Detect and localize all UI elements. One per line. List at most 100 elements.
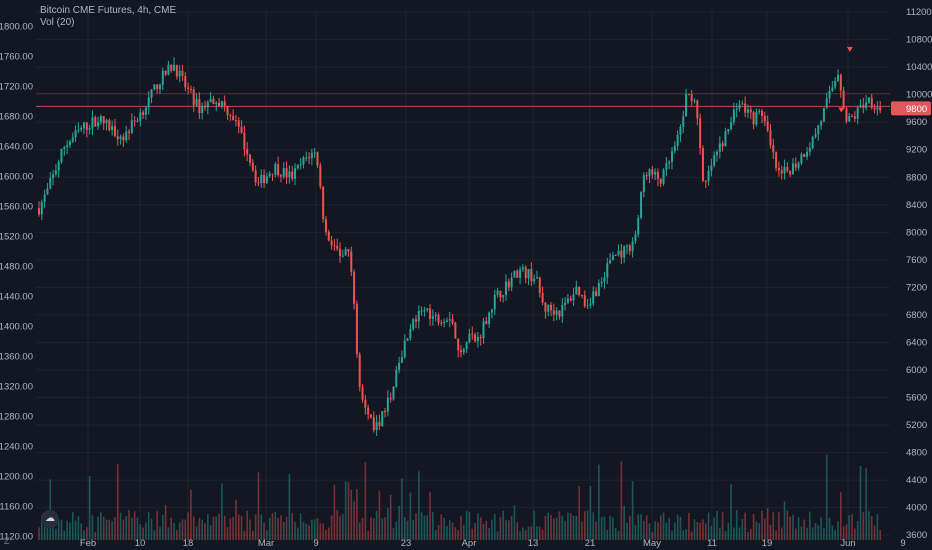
candle-body: [558, 310, 561, 317]
candle-body: [330, 240, 333, 246]
volume-bar: [437, 525, 440, 540]
candle-body: [288, 171, 291, 178]
candle-body: [648, 169, 651, 177]
volume-bar: [693, 519, 696, 540]
right-axis-tick: 5200: [906, 420, 927, 431]
candle-body: [530, 269, 533, 282]
right-axis-tick: 11200: [906, 7, 932, 18]
candle-body: [513, 270, 516, 278]
candle-body: [775, 152, 778, 168]
volume-bar: [870, 516, 873, 540]
candle-body: [825, 98, 828, 108]
volume-bar: [648, 523, 651, 540]
volume-bar: [418, 471, 420, 540]
candle-body: [77, 129, 80, 131]
candle-body: [184, 75, 187, 88]
volume-bar: [609, 515, 611, 540]
volume-bar: [631, 481, 634, 540]
current-price-tag: [891, 101, 931, 116]
volume-bar: [555, 517, 558, 540]
volume-bar: [43, 526, 46, 540]
volume-bar: [516, 522, 519, 540]
volume-bar: [347, 482, 350, 540]
candle-body: [701, 148, 704, 181]
left-axis-tick: 1680.00: [0, 111, 33, 122]
candle-body: [291, 171, 294, 179]
volume-bar: [192, 516, 195, 540]
candle-body: [645, 175, 648, 177]
x-axis-tick: 19: [762, 538, 773, 549]
cloud-icon[interactable]: ☁: [41, 510, 59, 528]
volume-bar: [364, 462, 367, 540]
candle-body: [831, 87, 834, 91]
candle-body: [755, 111, 758, 125]
horizontal-line[interactable]: [36, 93, 890, 107]
candle-body: [71, 137, 74, 142]
volume-bar: [842, 526, 845, 540]
candle-body: [685, 93, 688, 117]
candle-body: [541, 293, 544, 303]
volume-bar: [448, 519, 451, 540]
candle-body: [83, 122, 86, 128]
volume-bar: [800, 526, 803, 540]
candle-body: [859, 105, 862, 108]
volume-bar: [716, 510, 718, 540]
volume-bar: [195, 526, 198, 540]
candle-body: [519, 269, 522, 278]
candle-body: [609, 260, 612, 264]
volume-bar: [651, 531, 654, 540]
candle-body: [555, 310, 558, 315]
candle-body: [378, 422, 381, 427]
volume-bar: [116, 464, 119, 540]
candle-body: [68, 141, 71, 146]
candle-body: [187, 87, 190, 89]
candle-body: [88, 128, 91, 130]
candle-body: [139, 112, 142, 121]
volume-bar: [873, 525, 876, 540]
candle-body: [198, 99, 201, 114]
candle-body: [631, 241, 634, 252]
volume-bar: [440, 514, 443, 540]
candle-body: [322, 186, 325, 220]
candle-body: [133, 120, 136, 122]
volume-bar: [676, 514, 679, 540]
candle-body: [620, 250, 623, 258]
candle-body: [797, 163, 800, 168]
volume-bar: [623, 505, 625, 540]
candle-body: [246, 149, 249, 155]
right-axis-tick: 6800: [906, 310, 927, 321]
candle-body: [848, 116, 851, 122]
right-axis-tick: 4800: [906, 448, 927, 459]
left-axis-tick: 1440.00: [0, 291, 33, 302]
volume-bar: [721, 511, 724, 540]
candle-body: [313, 152, 316, 154]
volume-bar: [524, 530, 527, 540]
volume-bar: [727, 522, 730, 540]
volume-bar: [586, 510, 589, 540]
volume-bar: [634, 525, 637, 540]
candle-body: [623, 246, 626, 258]
candle-body: [505, 281, 508, 296]
candle-body: [240, 126, 243, 133]
candle-body: [125, 131, 128, 141]
volume-bar: [229, 518, 232, 540]
volume-bar: [432, 511, 434, 540]
candle-body: [566, 298, 569, 303]
volume-bar: [361, 518, 364, 540]
x-axis-tick: 11: [707, 538, 717, 549]
candle-body: [63, 147, 66, 149]
candle-body: [279, 175, 282, 177]
candle-body: [440, 322, 443, 324]
volume-bar: [207, 513, 209, 540]
volume-bar: [637, 514, 640, 540]
zoom-label[interactable]: Z: [4, 536, 10, 546]
volume-bar: [840, 492, 842, 540]
volume-bar: [209, 525, 212, 540]
candle-body: [752, 112, 755, 125]
candle-body: [271, 173, 274, 175]
candle-body: [57, 161, 60, 171]
candle-body: [634, 234, 637, 242]
candle-body: [170, 64, 173, 71]
volume-bar: [685, 529, 687, 540]
